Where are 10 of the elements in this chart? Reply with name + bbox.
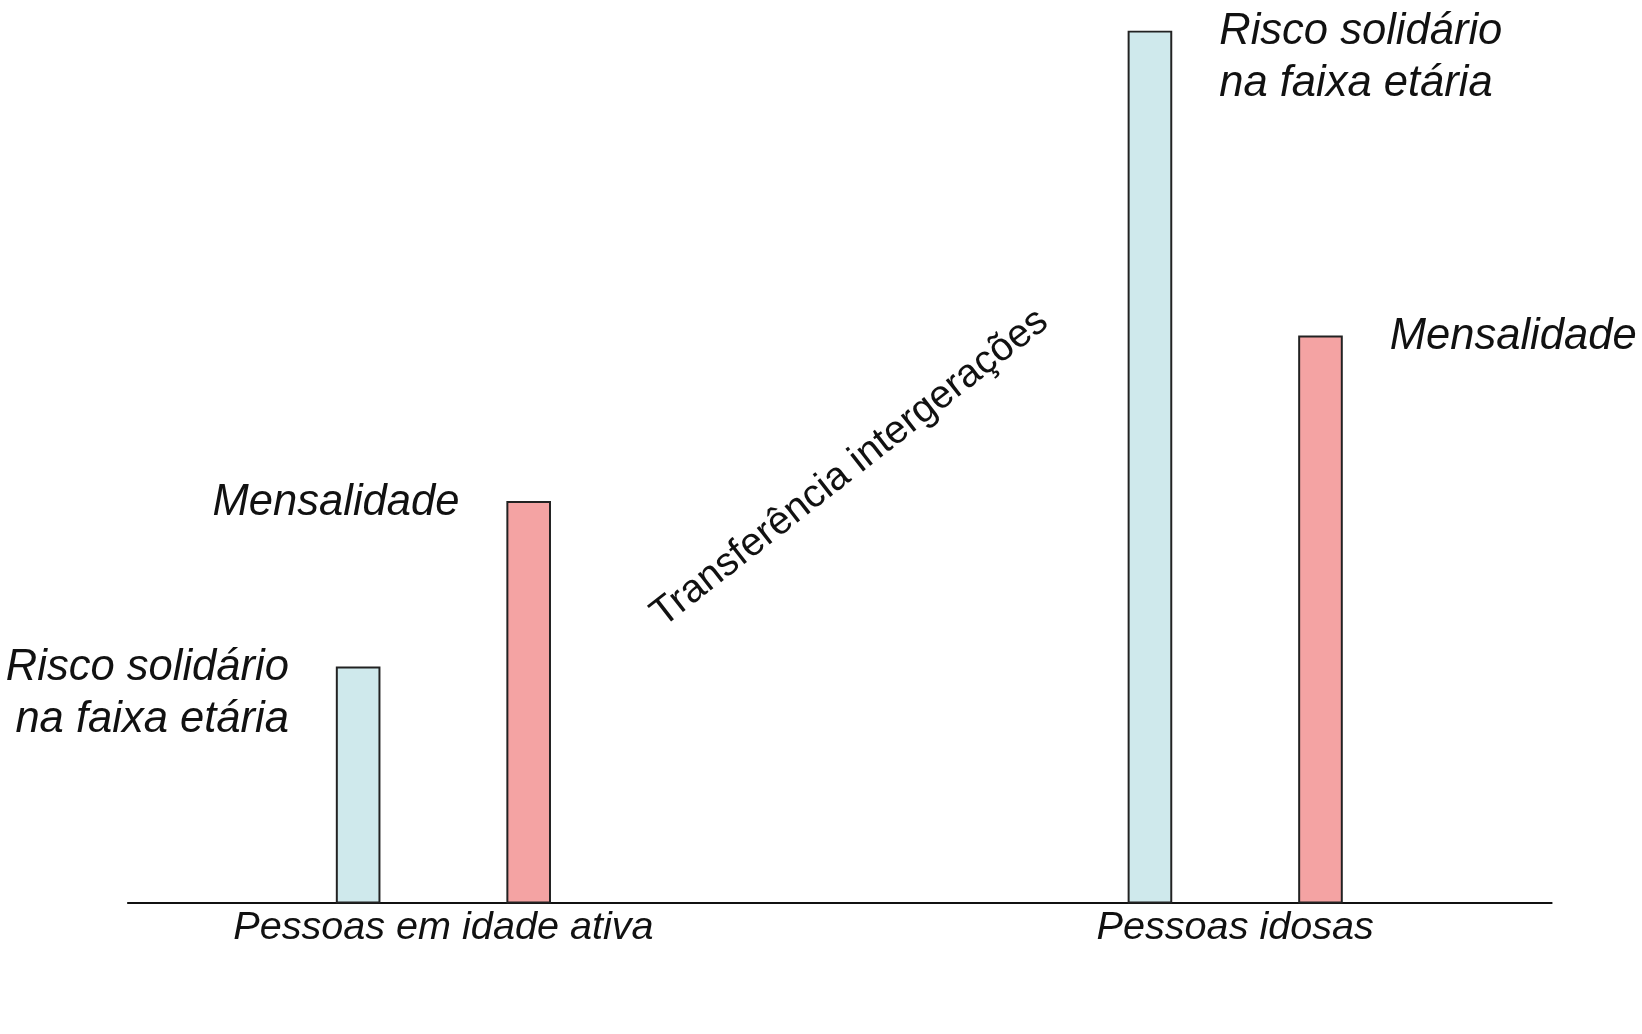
bar [1127, 30, 1173, 904]
x-tick-label: Pessoas em idade ativa [233, 902, 654, 947]
series-label: Mensalidade [212, 475, 460, 524]
bar [506, 500, 551, 904]
bar [335, 666, 381, 904]
bar [1298, 335, 1343, 904]
text: Risco solidário na faixa etária [1219, 5, 1503, 105]
series-label: Risco solidário na faixa etária [5, 641, 289, 741]
x-tick-label: Pessoas idosas [1096, 902, 1374, 947]
text: Mensalidade [1389, 310, 1637, 359]
